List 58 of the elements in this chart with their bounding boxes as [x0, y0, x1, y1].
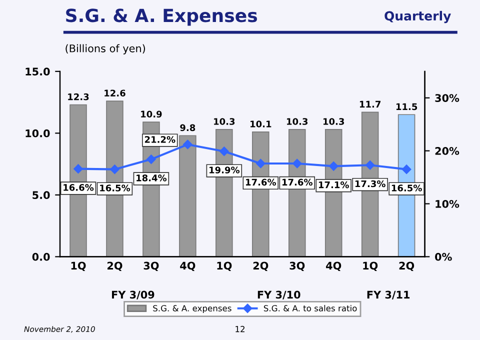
data-label: 17.1%	[318, 181, 349, 188]
data-label: 10.9	[141, 110, 162, 118]
y2-tick-label: 20%	[435, 147, 460, 155]
point	[220, 146, 229, 156]
bar	[179, 135, 196, 257]
text: FY 3/09	[112, 290, 154, 300]
point	[328, 162, 338, 171]
point	[365, 160, 375, 170]
legend-label: S.G. & A. to sales ratio	[264, 304, 357, 312]
data-label: 16.6%	[64, 184, 94, 191]
data-label: 12.6	[104, 90, 126, 97]
legend-label: S.G. & A. expenses	[153, 305, 232, 314]
x-tick-label: 1Q	[71, 262, 86, 271]
y2-tick-label: 30%	[435, 94, 460, 102]
data-label: 16.5%	[392, 184, 422, 192]
data-label: 10.3	[214, 118, 235, 125]
data-label: 21.2%	[144, 136, 176, 143]
y2-tick-label: 0%	[435, 252, 452, 261]
point	[74, 164, 83, 174]
point	[292, 158, 302, 168]
text: FY 3/10	[258, 290, 300, 300]
y-tick-label: 15.0	[26, 68, 50, 76]
x-tick-label: 3Q	[290, 262, 305, 271]
y-tick-label: 10.0	[26, 129, 50, 138]
point	[256, 158, 266, 168]
y-tick-label: 5.0	[32, 191, 50, 200]
y2-tick-label: 10%	[436, 200, 460, 208]
data-label: 10.1	[250, 120, 272, 128]
data-label: 11.7	[360, 100, 380, 108]
data-label: 10.3	[323, 118, 344, 125]
y-tick-label: 0.0	[32, 252, 50, 261]
x-tick-label: 2Q	[107, 262, 122, 271]
data-label: 11.5	[396, 103, 418, 110]
x-tick-label: 4Q	[326, 262, 342, 271]
x-tick-label: 2Q	[253, 262, 268, 271]
point	[183, 140, 192, 150]
text: 12	[236, 326, 244, 332]
x-tick-label: 4Q	[180, 262, 196, 271]
point	[146, 154, 156, 164]
x-tick-label: 1Q	[363, 262, 378, 271]
text: Quarterly	[384, 10, 451, 24]
data-label: 17.3%	[355, 180, 386, 188]
data-label: 17.6%	[246, 178, 276, 186]
data-label: 16.5%	[100, 184, 130, 192]
x-tick-label: 1Q	[217, 262, 232, 271]
data-label: 18.4%	[136, 174, 167, 182]
data-label: 19.9%	[210, 166, 240, 174]
x-tick-label: 3Q	[144, 262, 159, 271]
data-label: 17.6%	[282, 178, 312, 186]
x-tick-label: 2Q	[399, 262, 414, 271]
point	[402, 164, 412, 174]
data-label: 10.3	[287, 118, 308, 125]
y-axis-title: (Billions of yen)	[66, 44, 145, 54]
chart-title: S.G. & A. Expenses	[66, 8, 258, 26]
text: FY 3/11	[367, 290, 410, 300]
data-label: 12.3	[68, 93, 89, 100]
point	[110, 164, 120, 174]
data-label: 9.8	[180, 124, 196, 132]
